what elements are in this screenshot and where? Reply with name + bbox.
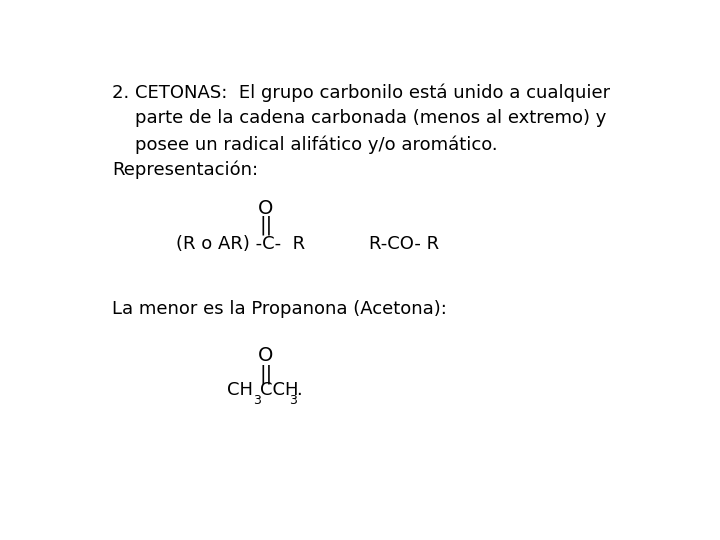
Text: ||: || — [259, 365, 272, 384]
Text: .: . — [296, 381, 302, 400]
Text: ||: || — [259, 215, 272, 235]
Text: La menor es la Propanona (Acetona):: La menor es la Propanona (Acetona): — [112, 300, 447, 318]
Text: O: O — [258, 346, 274, 366]
Text: posee un radical alifático y/o aromático.: posee un radical alifático y/o aromático… — [112, 135, 498, 153]
Text: CCH: CCH — [260, 381, 299, 400]
Text: O: O — [258, 199, 274, 218]
Text: parte de la cadena carbonada (menos al extremo) y: parte de la cadena carbonada (menos al e… — [112, 109, 607, 127]
Text: Representación:: Representación: — [112, 161, 258, 179]
Text: 2. CETONAS:  El grupo carbonilo está unido a cualquier: 2. CETONAS: El grupo carbonilo está unid… — [112, 84, 611, 102]
Text: CH: CH — [227, 381, 253, 400]
Text: R-CO- R: R-CO- R — [369, 234, 439, 253]
Text: 3: 3 — [289, 394, 297, 407]
Text: 3: 3 — [253, 394, 261, 407]
Text: (R o AR) -C-  R: (R o AR) -C- R — [176, 234, 305, 253]
